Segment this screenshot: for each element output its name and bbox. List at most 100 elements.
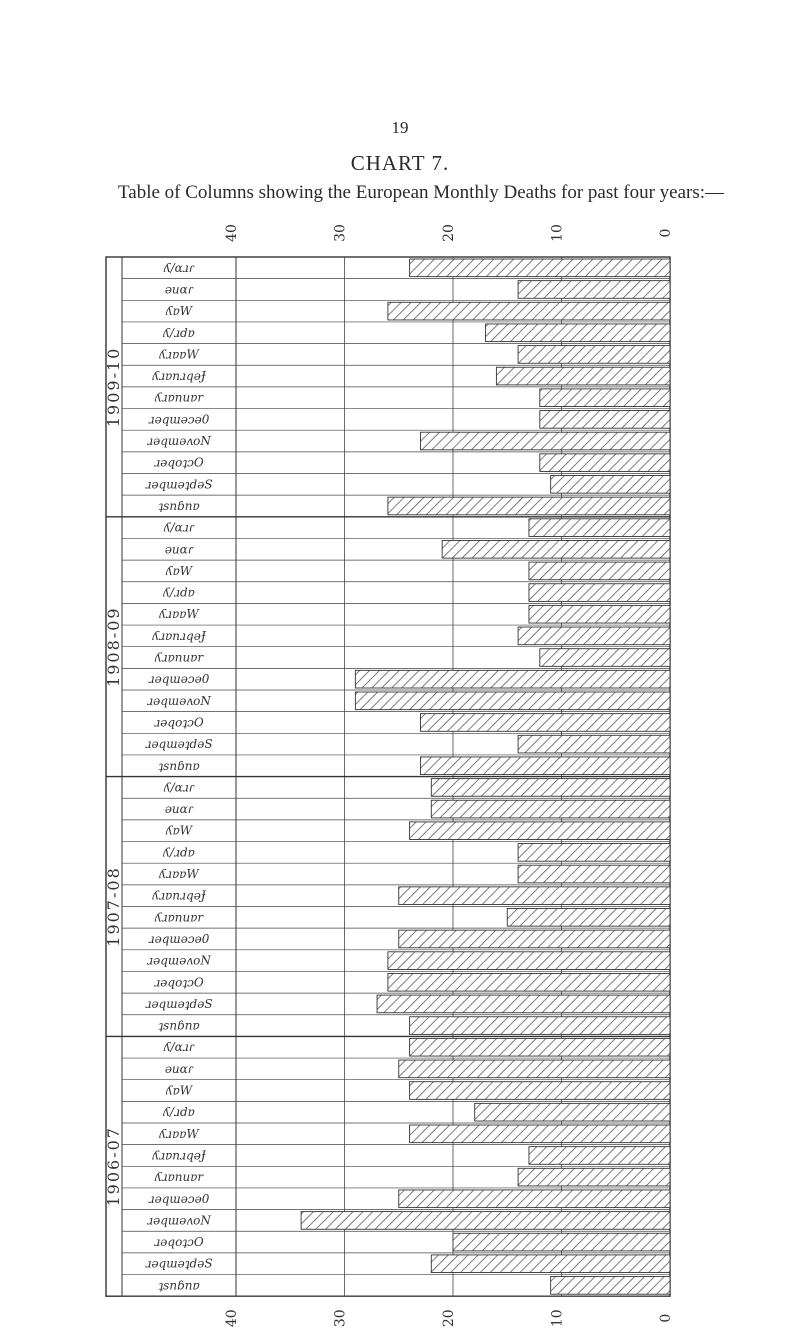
category-label: ɹǝqɯǝʇdǝS — [144, 737, 212, 751]
category-label: ɹǝqɯǝʇdǝS — [144, 1257, 212, 1271]
bar — [517, 345, 671, 364]
category-label: ɹǝqɯǝɔǝ0 — [148, 932, 210, 946]
bar — [517, 626, 671, 646]
bar — [354, 691, 671, 711]
bar — [409, 1016, 671, 1035]
chart-title: CHART 7. — [350, 151, 450, 175]
bar — [409, 1081, 671, 1100]
category-label: ʇsnɓnɐ — [158, 1278, 199, 1292]
bar — [485, 323, 671, 343]
category-label: ʎɐW — [165, 304, 194, 318]
category-label: ɹǝqɯǝʌoN — [146, 1213, 211, 1227]
category-label: ʇsnɓnɐ — [158, 1019, 199, 1033]
bar — [495, 366, 671, 386]
category-label: ʎɹɐnɹqǝɈ — [151, 369, 206, 383]
bar — [528, 518, 671, 537]
category-label: ʎɹɐɐW — [158, 347, 200, 361]
series-label: 1909-10 — [104, 347, 123, 427]
bar — [387, 973, 671, 992]
tick-label-bottom: 40 — [224, 1309, 240, 1327]
category-label: ʎ/ɑɹɾ — [163, 521, 195, 535]
category-label: ʎɹɐɐW — [158, 1127, 200, 1141]
category-label: ǝuɑɾ — [165, 542, 194, 556]
category-label: ʎ/ɹdɐ — [162, 845, 195, 859]
bar — [354, 669, 671, 689]
category-label: ʎ/ɹdɐ — [162, 326, 195, 340]
category-label: ʎɹɐɐW — [158, 867, 200, 881]
category-label: ʇsnɓnɐ — [158, 499, 199, 513]
bar — [441, 540, 671, 559]
series-label: 1906-07 — [104, 1126, 123, 1206]
bar — [452, 1232, 671, 1252]
bar — [387, 496, 671, 516]
tick-label-bottom: 10 — [550, 1309, 566, 1327]
category-label: ʎɹɐnuɐr — [154, 910, 205, 924]
tick-label-bottom: 20 — [441, 1309, 457, 1327]
bar — [528, 583, 671, 602]
bar — [539, 410, 671, 429]
category-label: ʎɐW — [165, 564, 194, 578]
series-label: 1907-08 — [104, 866, 123, 946]
bar — [420, 713, 671, 732]
category-label: ʎɹɐnuɐr — [154, 651, 205, 665]
category-label: ʎɹɐnɹqǝɈ — [151, 629, 206, 643]
series-label: 1908-09 — [104, 606, 123, 686]
category-label: ɹǝqoʇɔO — [153, 975, 204, 989]
bar — [517, 280, 671, 299]
bar — [539, 648, 671, 667]
category-label: ʎɹɐnuɐr — [154, 391, 205, 405]
category-label: ʎɹɐnɹqǝɈ — [151, 1148, 206, 1162]
category-label: ǝuɑɾ — [165, 282, 194, 296]
bar — [528, 1146, 671, 1165]
category-label: ǝuɑɾ — [165, 802, 194, 816]
tick-label-bottom: 0 — [658, 1314, 674, 1323]
bar — [300, 1211, 671, 1230]
category-label: ʎ/ɑɹɾ — [163, 261, 195, 275]
tick-label-top: 40 — [224, 224, 240, 242]
bar — [376, 994, 671, 1014]
bar — [539, 453, 671, 472]
bar — [430, 778, 671, 797]
bar — [539, 388, 671, 407]
bar — [409, 821, 671, 841]
bar — [528, 604, 671, 624]
bar — [550, 475, 671, 494]
bar — [474, 1102, 671, 1122]
bar — [387, 951, 671, 970]
bar — [420, 431, 671, 451]
category-label: ɹǝqoʇɔO — [153, 1235, 204, 1249]
tick-label-top: 20 — [441, 224, 457, 242]
bar — [517, 864, 671, 884]
bar — [517, 1167, 671, 1187]
bar — [528, 561, 671, 581]
tick-label-top: 0 — [658, 229, 674, 238]
category-label: ɹǝqɯǝʇdǝS — [144, 997, 212, 1011]
page-number: 19 — [391, 118, 409, 137]
bar — [550, 1276, 671, 1295]
bar — [517, 843, 671, 862]
chart-subtitle: Table of Columns showing the European Mo… — [118, 182, 725, 203]
bar — [430, 799, 671, 819]
bar — [387, 301, 671, 321]
category-label: ʎɐW — [165, 1084, 194, 1098]
bar — [398, 929, 671, 949]
category-label: ɹǝqɯǝʌoN — [146, 694, 211, 708]
category-label: ʎ/ɑɹɾ — [163, 780, 195, 794]
category-label: ǝuɑɾ — [165, 1062, 194, 1076]
category-label: ʎɹɐnuɐr — [154, 1170, 205, 1184]
bar — [430, 1254, 671, 1274]
category-label: ɹǝqɯǝʇdǝS — [144, 477, 212, 491]
bar — [409, 258, 671, 278]
bar — [398, 1059, 671, 1079]
category-label: ʎɐW — [165, 824, 194, 838]
category-label: ʎ/ɹdɐ — [162, 586, 195, 600]
bar — [517, 734, 671, 754]
category-label: ʎ/ɹdɐ — [162, 1105, 195, 1119]
category-label: ɹǝqɯǝɔǝ0 — [148, 672, 210, 686]
bar — [420, 756, 671, 776]
category-label: ʎ/ɑɹɾ — [163, 1040, 195, 1054]
bar — [409, 1037, 671, 1057]
bar — [398, 1189, 671, 1209]
bar — [398, 886, 671, 905]
